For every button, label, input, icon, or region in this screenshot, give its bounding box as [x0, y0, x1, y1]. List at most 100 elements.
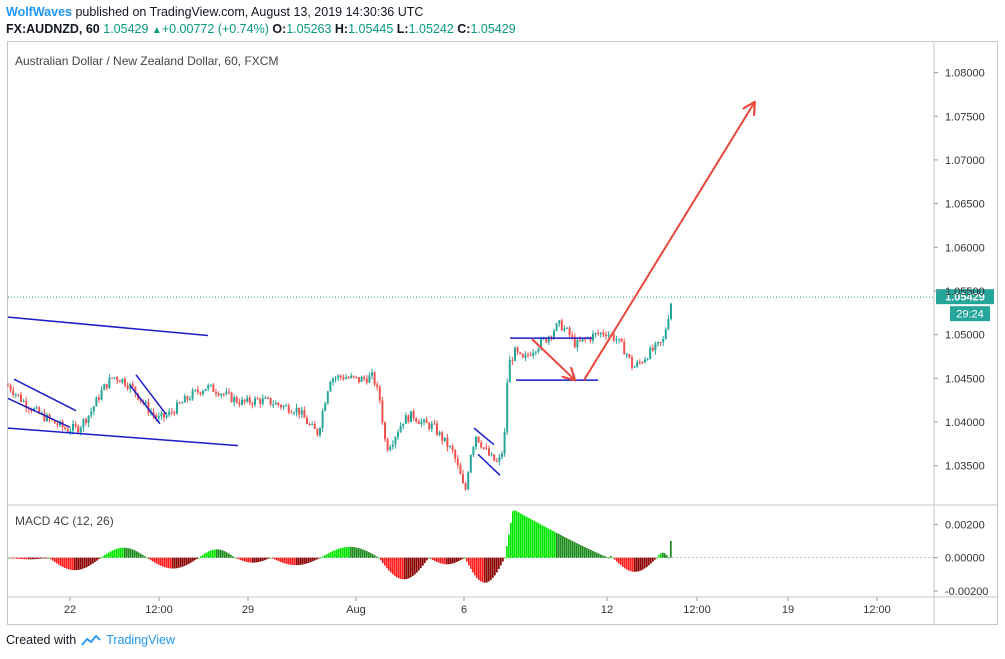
price-axis[interactable]: 1.08000 1.07500 1.07000 1.06500 1.06000 1.055…	[934, 68, 985, 473]
macd-bar	[292, 557, 294, 566]
macd-bar	[140, 553, 142, 558]
candle-body	[100, 389, 103, 400]
macd-bar	[538, 523, 540, 558]
candle-body	[467, 472, 470, 490]
candle-body	[607, 334, 610, 336]
macd-bar	[262, 557, 264, 561]
macd-bar	[150, 557, 152, 561]
macd-bar	[24, 557, 26, 560]
macd-bar	[8, 557, 10, 559]
macd-bar	[502, 557, 504, 562]
macd-bar	[650, 557, 652, 564]
price-tick-label: 1.06000	[945, 242, 985, 254]
macd-axis[interactable]: 0.00200 0.00000 -0.00200	[934, 519, 988, 598]
macd-bar	[114, 549, 116, 558]
candle-body	[459, 465, 462, 475]
high-value: 1.05445	[348, 22, 394, 36]
macd-bar	[84, 557, 86, 568]
candle-body	[186, 396, 189, 400]
macd-bar	[520, 513, 522, 558]
macd-bar	[272, 557, 274, 559]
macd-bar	[182, 557, 184, 567]
drawing-annotations	[7, 103, 754, 476]
candle-body	[282, 405, 285, 408]
candle-body	[82, 419, 85, 428]
author-link[interactable]: WolfWaves	[6, 5, 72, 19]
macd-bar	[658, 555, 660, 558]
macd-bar	[350, 546, 352, 558]
symbol-label: FX:AUDNZD, 60	[6, 22, 100, 36]
candle-body	[508, 359, 511, 383]
macd-bar	[468, 557, 470, 566]
macd-bar	[22, 557, 24, 560]
price-tick-label: 1.04500	[945, 373, 985, 385]
macd-bar	[456, 557, 458, 562]
macd-bar	[524, 515, 526, 558]
candle-body	[503, 431, 506, 454]
time-axis[interactable]: 22 12:00 29 Aug 6 12 12:00 19 12:00	[64, 597, 891, 616]
macd-bar	[214, 549, 216, 558]
macd-bar	[68, 557, 70, 570]
macd-bar	[146, 557, 148, 559]
macd-bar	[176, 557, 178, 569]
macd-bar	[370, 553, 372, 558]
candle-body	[264, 397, 267, 399]
candle-body	[612, 334, 615, 341]
candle-body	[287, 405, 290, 413]
macd-bar	[210, 550, 212, 558]
macd-bar	[332, 551, 334, 558]
macd-bar	[104, 554, 106, 558]
macd-bar	[200, 556, 202, 558]
macd-bar	[216, 549, 218, 558]
macd-bar	[460, 557, 462, 560]
time-tick-label: 12:00	[145, 604, 173, 616]
macd-bar	[398, 557, 400, 579]
candle-body	[87, 415, 90, 423]
macd-bar	[312, 557, 314, 562]
candle-body	[563, 328, 566, 331]
macd-bar	[46, 557, 48, 559]
macd-bar	[450, 557, 452, 564]
macd-bar	[194, 557, 196, 561]
candle-body	[295, 407, 298, 413]
countdown-label: 29:24	[956, 309, 984, 321]
macd-bar	[258, 557, 260, 562]
candle-body	[488, 448, 490, 456]
macd-bar	[642, 557, 644, 570]
macd-bar	[388, 557, 390, 571]
macd-bar	[340, 548, 342, 558]
macd-bar	[484, 557, 486, 583]
tradingview-link[interactable]: TradingView	[106, 633, 175, 647]
candle-body	[230, 392, 233, 403]
candle-body	[436, 423, 438, 435]
candle-body	[402, 423, 405, 426]
candle-body	[423, 419, 425, 422]
candle-body	[553, 330, 555, 338]
macd-bar	[266, 557, 268, 560]
macd-bar	[310, 557, 312, 563]
candle-body	[373, 372, 376, 385]
macd-bar	[324, 555, 326, 558]
macd-bar	[400, 557, 402, 579]
macd-bar	[172, 557, 174, 569]
macd-bar	[666, 555, 668, 558]
candle-body	[313, 423, 316, 429]
macd-bar	[434, 557, 436, 561]
macd-bar	[498, 557, 500, 570]
macd-bar	[144, 556, 146, 558]
candle-body	[581, 338, 584, 341]
candle-body	[38, 407, 41, 414]
macd-bar	[506, 546, 508, 558]
candle-body	[521, 353, 524, 358]
candle-body	[558, 320, 561, 324]
candle-body	[514, 347, 516, 361]
candle-body	[560, 320, 563, 331]
trend-line	[13, 378, 77, 412]
candle-body	[168, 411, 171, 416]
macd-bar	[328, 553, 330, 558]
candle-body	[163, 413, 165, 418]
trend-line	[7, 397, 71, 428]
candle-body	[124, 378, 126, 386]
tradingview-cloud-icon[interactable]	[80, 634, 102, 647]
